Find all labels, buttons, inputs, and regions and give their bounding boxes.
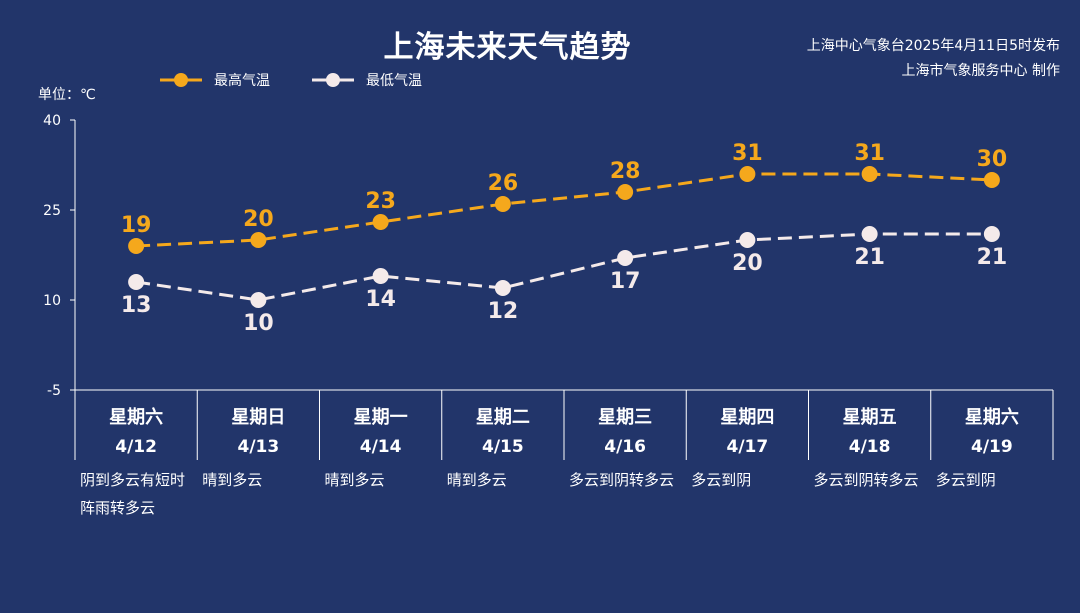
- data-label-low: 12: [488, 299, 519, 324]
- data-point-low: [983, 226, 1000, 242]
- x-tick-label-date: 4/18: [849, 437, 891, 457]
- weather-description: 多云到阴转多云: [569, 471, 675, 489]
- x-tick-label-date: 4/19: [971, 437, 1013, 457]
- x-tick-label-date: 4/14: [360, 437, 402, 457]
- weather-description: 晴到多云: [202, 471, 263, 489]
- data-point-high: [617, 184, 634, 200]
- x-tick-label-date: 4/16: [604, 437, 646, 457]
- x-tick-label-day: 星期日: [231, 407, 285, 428]
- data-label-high: 31: [854, 141, 885, 166]
- x-tick-label-date: 4/12: [115, 437, 157, 457]
- x-tick-label-day: 星期五: [843, 407, 897, 428]
- data-point-low: [861, 226, 878, 242]
- legend-label-high: 最高气温: [214, 73, 270, 89]
- legend-label-low: 最低气温: [366, 73, 422, 89]
- x-tick-label-day: 星期四: [720, 407, 774, 428]
- data-label-low: 13: [121, 293, 152, 318]
- data-point-low: [739, 232, 756, 248]
- data-point-high: [861, 166, 878, 182]
- data-label-high: 23: [365, 189, 396, 214]
- weather-description: 阴到多云有短时阵雨转多云: [80, 471, 186, 517]
- data-label-high: 30: [977, 147, 1008, 172]
- data-point-high: [739, 166, 756, 182]
- weather-description: 晴到多云: [446, 471, 507, 489]
- data-point-high: [983, 172, 1000, 188]
- data-point-low: [494, 280, 511, 296]
- source-line-issuer: 上海中心气象台2025年4月11日5时发布: [806, 38, 1060, 54]
- data-label-low: 21: [977, 245, 1008, 270]
- data-label-low: 17: [610, 269, 641, 294]
- x-tick-label-day: 星期三: [598, 407, 652, 428]
- data-label-low: 21: [854, 245, 885, 270]
- data-label-low: 10: [243, 311, 274, 336]
- data-label-low: 14: [365, 287, 396, 312]
- data-point-low: [128, 274, 145, 290]
- source-line-producer: 上海市气象服务中心 制作: [901, 63, 1060, 79]
- data-label-high: 28: [610, 159, 641, 184]
- data-point-low: [617, 250, 634, 266]
- x-tick-label-day: 星期六: [109, 406, 163, 428]
- y-tick-label: 40: [43, 113, 61, 129]
- y-tick-label: 10: [43, 293, 61, 309]
- legend-item-low: 最低气温: [312, 70, 422, 90]
- legend-item-high: 最高气温: [160, 70, 270, 90]
- x-tick-label-date: 4/15: [482, 437, 524, 457]
- legend-marker-low: [312, 73, 354, 87]
- x-tick-label-date: 4/17: [727, 437, 769, 457]
- data-label-high: 31: [732, 141, 763, 166]
- legend-marker-high: [160, 73, 202, 87]
- weather-description: 多云到阴转多云: [813, 471, 919, 489]
- x-tick-label-date: 4/13: [238, 437, 280, 457]
- chart-title: 上海未来天气趋势: [383, 30, 632, 65]
- data-point-high: [372, 214, 389, 230]
- data-point-high: [250, 232, 267, 248]
- series-line-high: [136, 172, 992, 248]
- x-tick-label-day: 星期一: [354, 407, 408, 428]
- data-point-high: [128, 238, 145, 254]
- y-tick-label: 25: [43, 203, 61, 219]
- data-label-high: 20: [243, 207, 274, 232]
- series-line-low: [135, 232, 992, 302]
- data-label-high: 26: [488, 171, 519, 196]
- unit-label: 单位：℃: [38, 87, 96, 103]
- weather-description: 多云到阴: [935, 471, 996, 489]
- weather-description: 晴到多云: [324, 471, 385, 489]
- data-point-low: [372, 268, 389, 284]
- x-tick-label-day: 星期二: [476, 407, 530, 428]
- weather-description: 多云到阴: [691, 471, 752, 489]
- data-point-high: [494, 196, 511, 212]
- x-tick-label-day: 星期六: [965, 406, 1019, 428]
- y-tick-label: -5: [47, 383, 61, 399]
- data-label-low: 20: [732, 251, 763, 276]
- data-point-low: [250, 292, 267, 308]
- data-label-high: 19: [121, 213, 152, 238]
